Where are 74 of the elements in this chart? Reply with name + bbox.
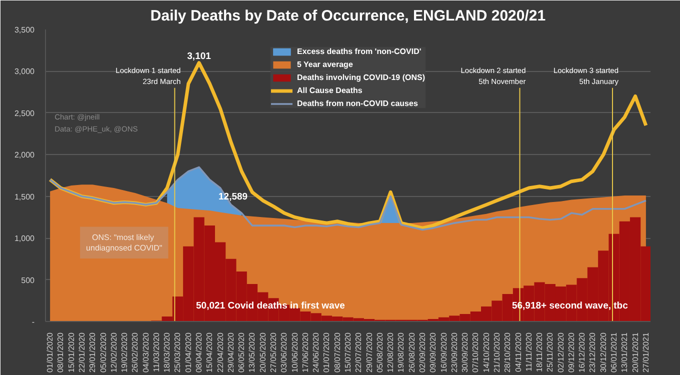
x-tick-label: 12/02/2020	[109, 332, 118, 373]
x-tick-label: 30/12/2020	[598, 332, 608, 373]
x-tick-label: 30/09/2020	[460, 332, 470, 373]
x-tick-label: 29/01/2020	[88, 332, 98, 373]
x-tick-label: 09/09/2020	[428, 332, 438, 373]
chart-title: Daily Deaths by Date of Occurrence, ENGLAND 2020/21	[150, 8, 546, 24]
y-tick-label: 1,500	[14, 192, 36, 202]
x-tick-label: 15/01/2020	[66, 332, 76, 373]
annotation: ONS: "most likely undiagnosed COVID"	[86, 232, 162, 253]
legend-label: Deaths involving COVID-19 (ONS)	[296, 73, 426, 82]
x-tick-label: 08/07/2020	[332, 332, 342, 373]
y-tick-label: 1,000	[14, 234, 36, 244]
x-tick-label: 05/02/2020	[98, 332, 108, 373]
x-tick-label: 03/06/2020	[280, 332, 289, 373]
x-tick-label: 20/05/2020	[258, 332, 268, 373]
x-tick-label: 18/11/2020	[535, 332, 544, 372]
x-tick-label: 13/01/2021	[620, 332, 630, 373]
x-tick-label: 27/01/2021	[641, 332, 650, 373]
x-tick-label: 11/11/2020	[524, 332, 534, 372]
y-tick-label: 2,500	[14, 108, 36, 118]
legend-label: 5 Year average	[296, 60, 353, 69]
legend-label: All Cause Deaths	[296, 86, 362, 95]
y-tick-label: 500	[21, 276, 36, 285]
x-tick-label: 22/07/2020	[354, 332, 364, 373]
legend-label: Excess deaths from 'non-COVID'	[296, 47, 422, 56]
y-tick-label: -	[32, 318, 35, 326]
x-tick-label: 25/11/2020	[546, 332, 555, 372]
x-tick-label: 23/09/2020	[450, 332, 459, 373]
annotation: 3,101	[187, 50, 212, 62]
legend-label: Deaths from non-COVID causes	[296, 99, 418, 108]
x-tick-label: 22/04/2020	[216, 332, 225, 373]
x-tick-label: 02/12/2020	[556, 332, 566, 373]
x-tick-label: 08/01/2020	[56, 332, 66, 373]
x-tick-label: 25/03/2020	[173, 332, 182, 373]
x-tick-label: 18/03/2020	[162, 332, 172, 373]
x-tick-label: 06/05/2020	[237, 332, 246, 373]
annotation: 50,021 Covid deaths in first wave	[196, 300, 345, 312]
x-tick-label: 10/06/2020	[290, 332, 300, 373]
x-tick-label: 17/06/2020	[300, 332, 310, 373]
x-tick-label: 20/01/2021	[630, 332, 640, 373]
x-tick-label: 29/07/2020	[364, 332, 374, 373]
x-tick-label: 15/07/2020	[344, 332, 352, 373]
x-tick-label: 16/09/2020	[439, 332, 448, 373]
x-tick-label: 09/12/2020	[566, 332, 576, 373]
x-tick-label: 13/05/2020	[248, 332, 257, 373]
x-tick-label: 22/01/2020	[77, 332, 86, 373]
x-tick-label: 21/10/2020	[492, 332, 502, 373]
y-tick-label: 2,000	[14, 150, 36, 160]
x-tick-label: 28/10/2020	[503, 332, 512, 373]
x-tick-label: 26/02/2020	[130, 332, 140, 373]
x-tick-label: 06/01/2021	[610, 332, 619, 373]
x-tick-label: 15/04/2020	[205, 332, 214, 373]
x-tick-label: 14/10/2020	[482, 332, 491, 373]
y-tick-label: 3,000	[14, 67, 36, 76]
x-tick-label: 08/04/2020	[194, 332, 204, 373]
x-tick-label: 12/08/2020	[386, 332, 396, 373]
x-tick-label: 16/12/2020	[578, 332, 587, 373]
x-tick-label: 29/04/2020	[226, 332, 236, 373]
x-tick-label: 04/11/2020	[514, 332, 523, 372]
x-tick-label: 07/10/2020	[471, 332, 480, 373]
x-tick-label: 01/04/2020	[184, 332, 193, 373]
x-tick-label: 04/03/2020	[141, 332, 150, 373]
x-tick-label: 26/08/2020	[407, 332, 416, 373]
x-tick-label: 11/03/2020	[152, 332, 161, 372]
x-tick-label: 19/02/2020	[120, 332, 130, 373]
x-tick-label: 19/08/2020	[396, 332, 406, 373]
x-tick-label: 23/12/2020	[588, 332, 598, 373]
x-tick-label: 24/06/2020	[312, 332, 321, 373]
x-tick-label: 02/09/2020	[418, 332, 427, 373]
x-tick-label: 01/07/2020	[322, 332, 332, 373]
y-tick-label: 3,500	[14, 26, 36, 34]
x-tick-label: 05/08/2020	[375, 332, 384, 373]
x-tick-label: 01/01/2020	[46, 332, 55, 373]
x-tick-label: 27/05/2020	[269, 332, 278, 373]
